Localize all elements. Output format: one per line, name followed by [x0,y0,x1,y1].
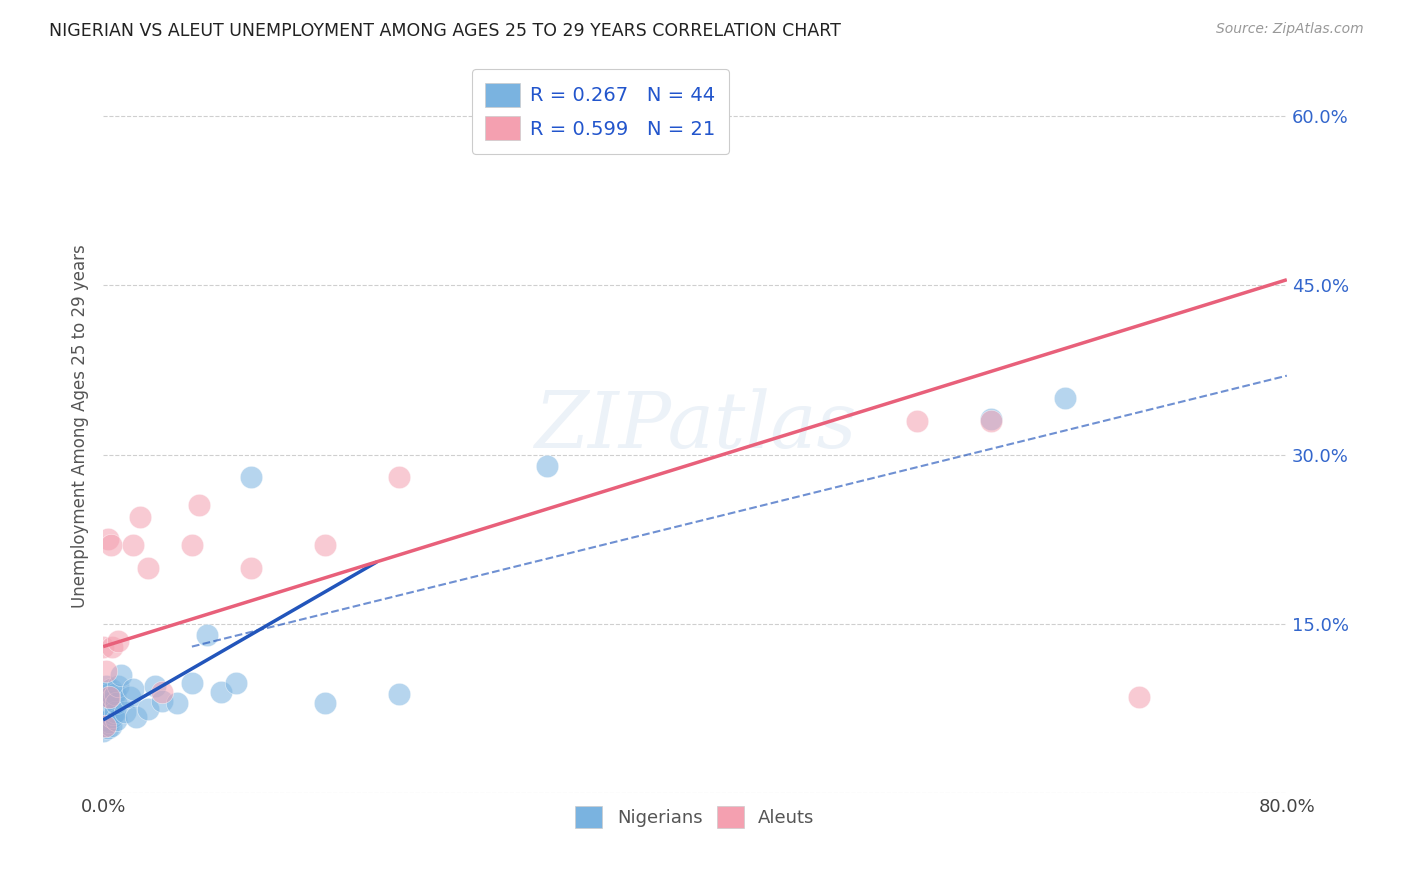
Point [136,701,159,715]
Point [107,634,129,648]
Point [195,628,218,642]
Point [118,690,141,705]
Point [93,701,115,715]
Point [314,538,336,552]
Point [180,675,202,690]
Point [91,707,114,722]
Point [97,533,120,547]
Point [93,718,115,732]
Point [536,458,558,473]
Point [105,713,128,727]
Point [1128,690,1150,705]
Point [100,682,122,697]
Point [107,679,129,693]
Point [166,696,188,710]
Text: Source: ZipAtlas.com: Source: ZipAtlas.com [1216,22,1364,37]
Point [101,709,124,723]
Point [93,718,115,732]
Point [103,690,125,705]
Point [94,696,117,710]
Point [150,685,173,699]
Y-axis label: Unemployment Among Ages 25 to 29 years: Unemployment Among Ages 25 to 29 years [72,244,89,608]
Point [101,640,124,654]
Point [905,414,928,428]
Point [121,538,143,552]
Point [240,470,263,484]
Point [100,701,122,715]
Point [94,665,117,679]
Point [980,411,1002,425]
Point [240,560,263,574]
Point [683,131,706,145]
Point [93,685,115,699]
Point [105,696,128,710]
Point [100,538,122,552]
Point [98,690,121,705]
Point [980,414,1002,428]
Point [97,687,120,701]
Point [143,679,166,693]
Point [150,694,173,708]
Point [110,668,132,682]
Point [98,698,121,713]
Point [91,640,114,654]
Text: ZIPatlas: ZIPatlas [534,388,856,465]
Point [101,694,124,708]
Point [104,705,127,719]
Point [97,721,120,735]
Point [97,705,120,719]
Point [91,724,114,739]
Point [180,538,202,552]
Point [98,715,121,730]
Point [125,709,148,723]
Point [211,685,233,699]
Point [388,687,411,701]
Point [314,696,336,710]
Point [114,705,136,719]
Point [100,718,122,732]
Point [103,707,125,722]
Legend: Nigerians, Aleuts: Nigerians, Aleuts [568,799,823,836]
Point [94,679,117,693]
Point [104,687,127,701]
Point [129,509,152,524]
Point [136,560,159,574]
Point [388,470,411,484]
Point [121,682,143,697]
Point [94,713,117,727]
Point [1053,391,1076,405]
Point [188,499,211,513]
Point [225,675,247,690]
Text: NIGERIAN VS ALEUT UNEMPLOYMENT AMONG AGES 25 TO 29 YEARS CORRELATION CHART: NIGERIAN VS ALEUT UNEMPLOYMENT AMONG AGE… [49,22,841,40]
